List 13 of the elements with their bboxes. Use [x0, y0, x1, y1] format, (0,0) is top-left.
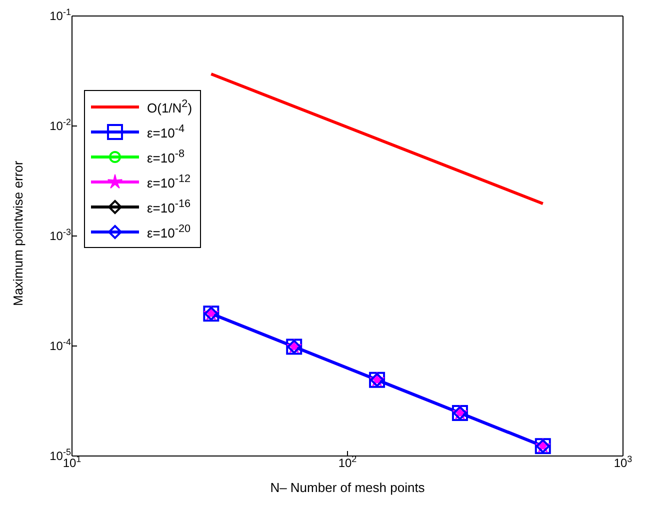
legend-label: ε=10$^{-20}$ — [147, 222, 191, 240]
legend-label: ε=10$^{-12}$ — [147, 172, 191, 190]
legend-label: ε=10$^{-8}$ — [147, 148, 184, 166]
y-axis-title: Maximum pointwise error — [10, 160, 26, 306]
y-tick-label: 10$^{-4}$ — [50, 337, 71, 353]
legend-label: ε=10$^{-4}$ — [147, 122, 184, 140]
y-tick-label: 10$^{-1}$ — [50, 7, 71, 23]
x-axis-title: N– Number of mesh points — [270, 480, 426, 495]
legend-label: ε=10$^{-16}$ — [147, 198, 191, 216]
y-tick-label: 10$^{-3}$ — [50, 227, 71, 243]
x-tick-label: 10$^{3}$ — [614, 454, 632, 470]
y-tick-label: 10$^{-2}$ — [50, 117, 71, 133]
legend-label: O(1/N$^{2}$) — [147, 98, 192, 116]
